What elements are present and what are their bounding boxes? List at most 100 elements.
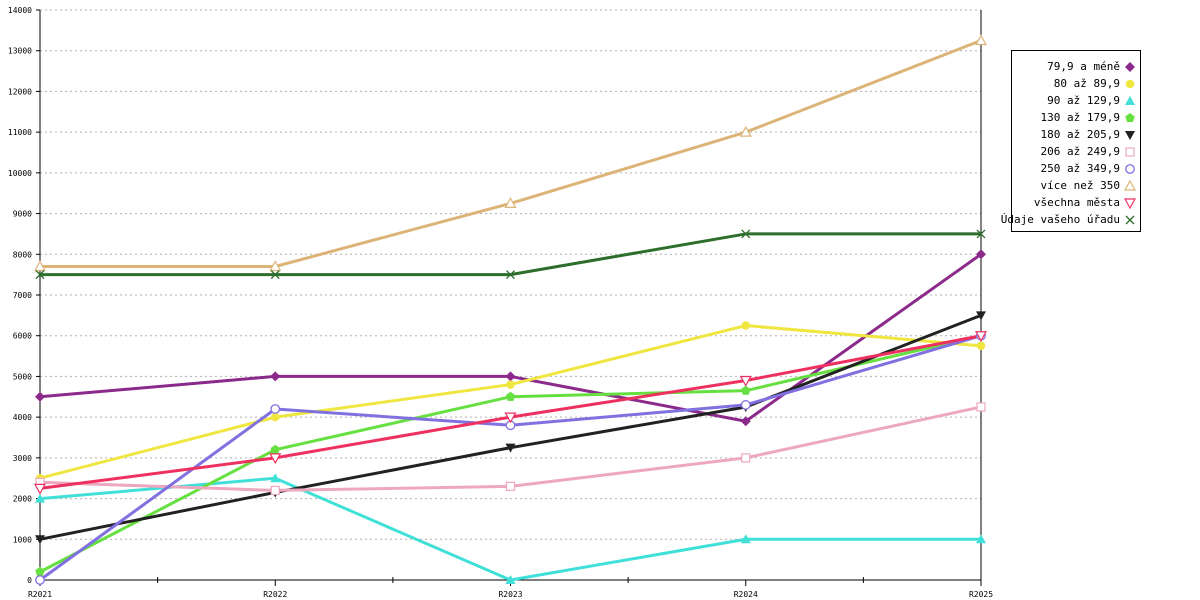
legend-marker-icon — [1124, 197, 1136, 209]
tick-labels: 0 1000 2000 3000 4000 5000 6000 7000 8000 9000 100… — [8, 6, 993, 599]
legend-marker-shape — [1125, 79, 1135, 88]
data-point — [269, 260, 282, 272]
data-point — [35, 535, 45, 545]
legend-label: více než 350 — [1040, 179, 1120, 192]
x-tick-label: R2025 — [969, 590, 993, 599]
data-point — [270, 444, 281, 454]
data-point — [976, 249, 986, 260]
data-point — [35, 575, 45, 585]
legend-marker-icon — [1125, 215, 1135, 224]
y-tick-label: 1000 — [13, 535, 32, 544]
legend-label: 180 až 205,9 — [1040, 128, 1120, 141]
legend-label: 79,9 a méně — [1047, 60, 1120, 73]
series-lines — [39, 39, 982, 582]
legend-label: Údaje vašeho úřadu — [1000, 213, 1120, 226]
legend-item: 180 až 205,9 — [1041, 126, 1136, 143]
data-point — [974, 34, 988, 46]
series-line-3 — [39, 476, 981, 582]
data-point — [33, 483, 47, 495]
legend-marker-shape — [1125, 61, 1135, 72]
legend-marker-icon — [1125, 130, 1135, 140]
data-point — [741, 453, 751, 463]
y-tick-label: 10000 — [8, 169, 32, 178]
data-point — [740, 400, 751, 410]
legend-marker-icon — [1125, 61, 1135, 72]
legend-item: 79,9 a méně — [1047, 58, 1136, 75]
legend-marker-shape — [1125, 215, 1135, 224]
legend-marker-icon — [1124, 179, 1136, 191]
x-tick-label: R2023 — [498, 590, 522, 599]
series-line-9 — [39, 334, 982, 490]
y-tick-label: 4000 — [13, 413, 32, 422]
y-tick-label: 11000 — [8, 128, 32, 137]
series-line-2 — [39, 324, 982, 480]
data-point — [974, 331, 988, 342]
legend-item: všechna města — [1034, 194, 1136, 211]
data-point — [270, 473, 281, 483]
legend-item: 206 až 249,9 — [1041, 143, 1136, 160]
x-tick-label: R2021 — [28, 590, 52, 599]
data-point — [741, 229, 751, 239]
legend-marker-shape — [1124, 179, 1136, 191]
legend-item: Údaje vašeho úřadu — [1001, 211, 1136, 228]
legend-marker-icon — [1125, 79, 1135, 88]
data-point — [33, 260, 47, 272]
y-tick-label: 9000 — [13, 210, 32, 219]
data-point — [35, 566, 45, 576]
data-point — [739, 125, 752, 137]
data-point — [976, 229, 986, 239]
data-point — [35, 391, 45, 402]
legend-marker-icon — [1125, 163, 1135, 174]
legend-marker-icon — [1125, 112, 1135, 122]
legend-item: 80 až 89,9 — [1054, 75, 1136, 92]
data-point — [739, 375, 752, 387]
y-tick-label: 12000 — [8, 87, 32, 96]
y-tick-label: 8000 — [13, 250, 32, 259]
legend-item: 90 až 129,9 — [1047, 92, 1136, 109]
data-point — [976, 311, 986, 321]
legend-item: 250 až 349,9 — [1041, 160, 1136, 177]
legend-marker-shape — [1125, 112, 1135, 122]
y-tick-label: 0 — [27, 576, 32, 585]
data-point — [505, 575, 516, 584]
data-point — [505, 443, 516, 453]
legend-marker-icon — [1125, 146, 1135, 157]
data-point — [741, 321, 750, 330]
legend: 79,9 a méně 80 až 89,9 90 až 129,9 130 až 1… — [1001, 50, 1141, 232]
data-point — [740, 416, 751, 427]
data-point — [740, 534, 751, 544]
data-point — [505, 481, 516, 491]
legend-item: 130 až 179,9 — [1041, 109, 1136, 126]
legend-marker-shape — [1125, 146, 1135, 157]
data-point — [976, 402, 986, 412]
data-point — [976, 534, 986, 544]
data-point — [270, 485, 280, 496]
data-point — [271, 412, 280, 422]
data-point — [35, 493, 45, 503]
x-tick-label: R2024 — [734, 590, 758, 599]
data-point — [270, 371, 281, 382]
legend-item: více než 350 — [1041, 177, 1136, 194]
data-point — [504, 412, 517, 424]
legend-marker-shape — [1125, 130, 1135, 140]
series-markers — [33, 34, 988, 585]
legend-marker-icon — [1125, 95, 1135, 105]
x-tick-label: R2022 — [263, 590, 287, 599]
legend-label: 130 až 179,9 — [1040, 111, 1120, 124]
data-point — [505, 391, 516, 401]
legend-marker-shape — [1125, 163, 1135, 174]
data-point — [270, 270, 280, 280]
data-point — [976, 341, 986, 351]
legend-label: 206 až 249,9 — [1040, 145, 1120, 158]
data-point — [740, 385, 751, 395]
y-tick-label: 6000 — [13, 332, 32, 341]
data-point — [505, 371, 516, 382]
y-tick-label: 13000 — [8, 47, 32, 56]
y-tick-label: 3000 — [13, 454, 32, 463]
legend-label: všechna města — [1033, 196, 1120, 209]
legend-marker-shape — [1125, 95, 1135, 105]
data-point — [504, 197, 517, 208]
data-point — [270, 404, 281, 414]
y-tick-label: 5000 — [13, 372, 32, 381]
